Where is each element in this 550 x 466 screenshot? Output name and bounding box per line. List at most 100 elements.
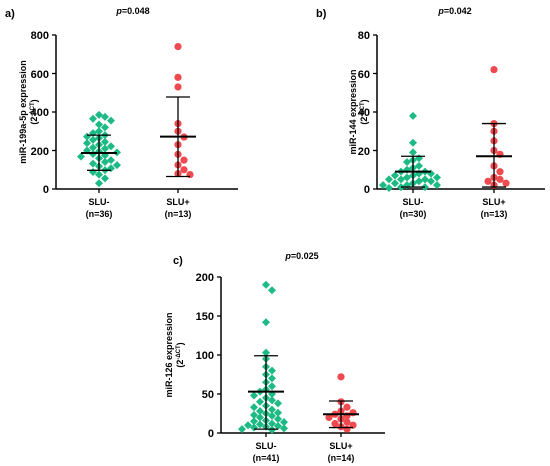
panel-a-point-slu-plus-2 [174,83,182,91]
panel-a-point-slu-minus-34 [101,174,109,183]
panel-c-point-slu-minus-40 [268,425,276,434]
panel-c-point-slu-minus-39 [238,425,246,434]
panel-c-xcat-slu-plus-n: (n=14) [328,453,355,463]
panel-a-point-slu-plus-1 [174,73,182,81]
panel-b-ytick-20: 20 [358,146,370,158]
panel-b-xcat-slu-plus: SLU+ [482,197,505,207]
panel-c-ytick-0: 0 [208,428,214,440]
panel-a-point-slu-plus-10 [180,166,188,174]
panel-b-ylabel: miR-144 expression [348,69,358,154]
panel-b-point-slu-minus-18 [397,175,405,184]
panel-c-point-slu-minus-16 [268,396,276,405]
panel-c-point-slu-plus-0 [337,373,345,381]
panel-a-xcat-slu-minus: SLU- [89,197,110,207]
panel-a-point-slu-minus-1 [101,112,109,121]
panel-b-point-slu-plus-11 [502,179,510,187]
panel-a-point-slu-plus-0 [174,42,182,51]
panel-a-letter: a) [5,8,15,20]
panel-b-point-slu-minus-2 [409,148,417,157]
panel-a-marks [52,34,196,193]
panel-c-point-slu-minus-20 [250,403,258,412]
panel-c-point-slu-minus-35 [274,421,282,430]
panel-c-point-slu-minus-32 [268,419,276,428]
panel-c-point-slu-plus-13 [343,425,351,433]
panel-a-point-slu-minus-2 [89,114,97,123]
panel-b-xcat-slu-plus-n: (n=13) [481,209,508,219]
panel-a-ylabel-unit: (2-ΔCT) [29,99,39,124]
panel-b-point-slu-minus-15 [403,173,411,182]
panel-c-letter: c) [173,255,183,267]
panel-b-point-slu-minus-20 [415,177,423,186]
panel-c-point-slu-plus-2 [343,403,351,411]
panel-c-point-slu-minus-2 [262,318,270,327]
panel-a-ytick-800: 800 [31,30,49,42]
panel-c-ylabel: miR-126 expression [164,312,174,397]
panel-b-point-slu-minus-16 [433,173,441,182]
panel-b-point-slu-minus-21 [427,177,435,186]
panel-c-point-slu-minus-18 [274,399,282,408]
panel-a-point-slu-minus-26 [101,158,109,167]
panel-c-point-slu-minus-1 [268,286,276,295]
panel-c-xcat-slu-plus: SLU+ [329,441,352,451]
panel-a-point-slu-plus-8 [180,156,188,164]
panel-a-ylabel: miR-199a-5p expression [18,60,28,164]
panel-c-point-slu-minus-34 [244,421,252,430]
panel-a-point-slu-minus-11 [89,135,97,144]
panel-c-ytick-100: 100 [196,350,214,362]
panel-b-point-slu-plus-9 [496,175,504,183]
panel-b: b) p=0.042 miR-144 expression (2-ΔCT) 0 … [316,6,545,219]
panel-a-point-slu-minus-3 [107,116,115,125]
panel-b-point-slu-minus-1 [409,138,417,147]
panel-b-xcat-slu-minus: SLU- [403,197,424,207]
panel-b-letter: b) [316,8,327,20]
panel-c-point-slu-plus-10 [331,420,339,428]
panel-c-ytick-50: 50 [202,389,214,401]
panel-a-xcat-slu-plus: SLU+ [166,197,189,207]
panel-c-point-slu-plus-7 [325,413,333,421]
panel-b-point-slu-minus-25 [433,181,441,190]
panel-c-point-slu-minus-23 [274,408,282,417]
panel-a-ytick-200: 200 [31,146,49,158]
panel-b-xcat-slu-minus-n: (n=30) [400,209,427,219]
panel-a-point-slu-minus-13 [83,139,91,148]
panel-c-point-slu-minus-28 [274,414,282,423]
panel-c-ytick-150: 150 [196,311,214,323]
panel-a-ytick-600: 600 [31,69,49,81]
panel-a-xcat-slu-minus-n: (n=36) [86,209,113,219]
panel-a: a) p=0.048 miR-199a-5p expression (2-ΔCT… [5,6,238,219]
panel-a-point-slu-minus-25 [107,156,115,165]
panel-b-ytick-40: 40 [358,107,370,119]
panel-b-point-slu-minus-29 [385,184,393,193]
panel-c-point-slu-minus-33 [256,420,264,429]
panel-c-point-slu-minus-6 [268,366,276,375]
panel-a-point-slu-minus-33 [95,170,103,179]
panel-b-point-slu-plus-0 [490,66,498,74]
panel-c-point-slu-minus-0 [262,280,270,289]
panel-b-point-slu-minus-14 [391,171,399,180]
panel-b-point-slu-minus-3 [415,154,423,163]
panel-c-point-slu-minus-10 [268,382,276,391]
panel-c: c) p=0.025 miR-126 expression (2-ΔCT) 0 … [164,251,385,463]
panel-b-p-value: p=0.042 [437,6,471,16]
panel-c-marks [217,276,359,437]
panel-a-point-slu-minus-15 [107,142,115,151]
panel-c-point-slu-minus-17 [256,397,264,406]
panel-a-p-value: p=0.048 [115,6,149,16]
panel-c-point-slu-minus-8 [268,374,276,383]
panel-b-point-slu-plus-10 [484,177,492,185]
panel-c-point-slu-minus-25 [250,411,258,420]
panel-b-point-slu-minus-24 [403,181,411,190]
panel-b-point-slu-minus-26 [379,181,387,190]
panel-b-point-slu-minus-23 [391,179,399,188]
panel-b-point-slu-minus-6 [415,161,423,170]
panel-a-point-slu-minus-16 [89,143,97,152]
panel-b-ytick-0: 0 [364,184,370,196]
panel-b-ytick-60: 60 [358,69,370,81]
panel-a-point-slu-minus-35 [95,179,103,188]
panel-a-point-slu-minus-5 [101,123,109,132]
panel-c-point-slu-minus-21 [268,405,276,414]
panel-b-ylabel-unit: (2-ΔCT) [359,99,369,124]
panel-a-point-slu-minus-4 [95,120,103,129]
panel-a-xcat-slu-plus-n: (n=13) [165,209,192,219]
panel-a-ytick-0: 0 [43,184,49,196]
